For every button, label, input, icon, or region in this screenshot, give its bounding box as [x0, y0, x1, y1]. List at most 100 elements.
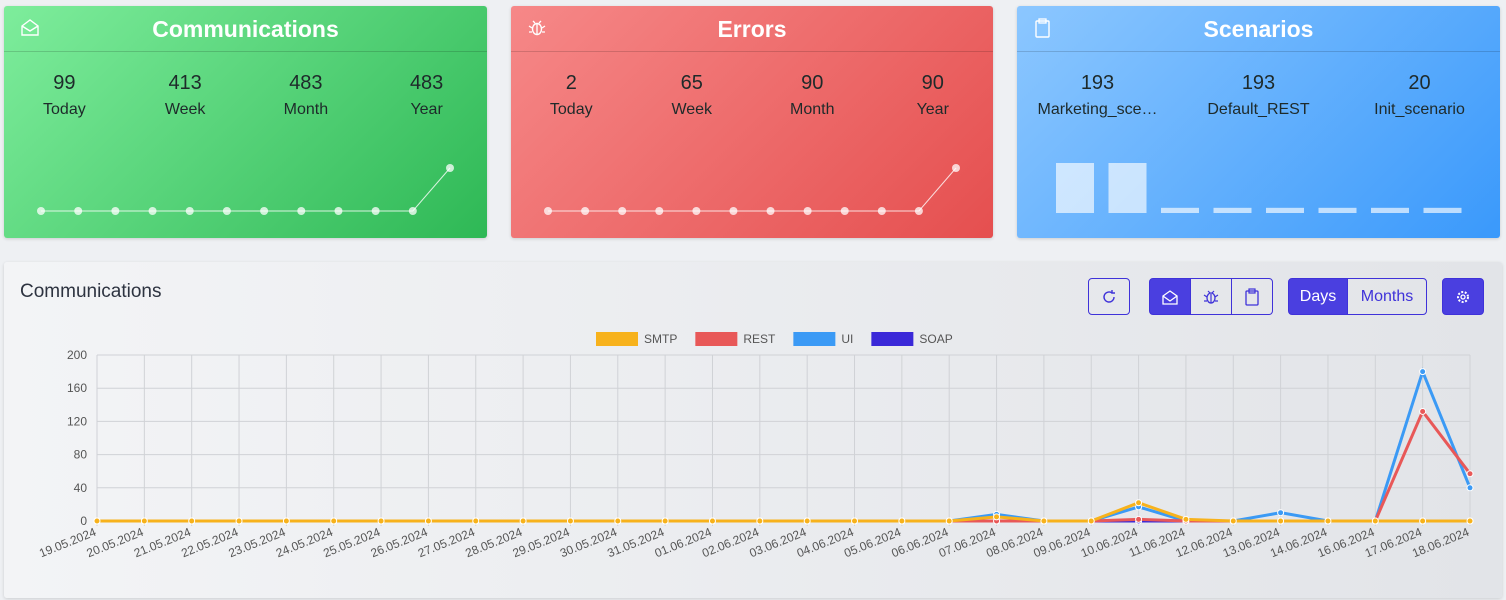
y-tick-label: 40: [74, 481, 88, 495]
stat-value: 20: [1408, 72, 1431, 94]
stat-label: Default_REST: [1207, 101, 1310, 118]
chart-panel: Communications Days Months 0 40 80 120 160 20…: [4, 262, 1502, 598]
stat-label: Year: [916, 101, 949, 118]
mini-chart: [1056, 163, 1462, 213]
months-button[interactable]: Months: [1347, 278, 1427, 315]
data-point: [93, 517, 101, 525]
settings-button[interactable]: [1442, 278, 1484, 315]
legend-label: SMTP: [644, 332, 677, 346]
communications-toggle[interactable]: [1149, 278, 1191, 315]
data-point: [282, 517, 290, 525]
refresh-button[interactable]: [1088, 278, 1130, 315]
card: Communications 99 Today 413 Week 483 Month 483 Y…: [4, 6, 487, 238]
stat-value: 483: [289, 72, 323, 94]
stat-label: Marketing_sce…: [1037, 101, 1158, 118]
card: Errors 2 Today 65 Week 90 Month 90 Year: [511, 6, 993, 238]
data-point: [330, 517, 338, 525]
data-point: [898, 517, 906, 525]
mini-bar: [1371, 207, 1409, 213]
series-line: [97, 501, 1470, 523]
legend-swatch: [695, 332, 738, 346]
stat: 90 Month: [752, 72, 872, 119]
spark-point: [766, 207, 775, 215]
legend-swatch: [596, 332, 638, 346]
stat-value: 483: [409, 72, 444, 94]
legend-swatch: [871, 332, 914, 346]
spark-point: [222, 207, 231, 215]
data-point: [1466, 484, 1474, 492]
stat: 483 Year: [367, 72, 487, 119]
spark-point: [371, 207, 380, 215]
spark-point: [297, 207, 306, 215]
line-chart: 0408012016020019.05.202420.05.202421.05.…: [37, 332, 1474, 560]
data-point: [756, 517, 764, 525]
mini-chart: [37, 164, 454, 215]
days-button[interactable]: Days: [1288, 278, 1348, 315]
spark-point: [840, 207, 849, 215]
stat: 483 Month: [246, 72, 366, 119]
scenarios-toggle[interactable]: [1231, 278, 1273, 315]
stat-label: Month: [790, 101, 835, 118]
data-point: [1277, 517, 1285, 525]
spark-point: [74, 207, 83, 215]
mini-bar: [1056, 163, 1094, 213]
stat-label: Week: [671, 101, 713, 118]
mini-bar: [1108, 163, 1147, 213]
spark-point: [37, 207, 45, 215]
data-point: [803, 517, 811, 525]
data-point: [1229, 517, 1237, 525]
series-line: [97, 367, 1472, 523]
data-point: [661, 517, 669, 525]
data-point: [1371, 517, 1379, 525]
spark-point: [581, 207, 590, 215]
data-point: [519, 517, 527, 525]
spark-point: [260, 207, 269, 215]
spark-point: [655, 207, 664, 215]
stat-value: 193: [1080, 72, 1115, 94]
data-point: [1419, 407, 1427, 415]
stat-value: 193: [1241, 72, 1276, 94]
stat-value: 2: [565, 72, 577, 94]
sparkline: [548, 167, 957, 212]
mini-bar: [1318, 207, 1357, 213]
mini-bar: [1161, 207, 1199, 213]
spark-point: [803, 207, 812, 215]
spark-point: [544, 207, 552, 215]
card-title: Communications: [4, 6, 487, 52]
spark-point: [148, 207, 157, 215]
stat: 99 Today: [4, 72, 124, 119]
legend-label: UI: [841, 332, 853, 346]
data-point: [1419, 368, 1427, 376]
y-tick-label: 200: [67, 348, 87, 362]
mini-bar: [1423, 207, 1462, 213]
card: Scenarios 193 Marketing_sce… 193 Default_RES…: [1017, 6, 1500, 238]
data-point: [566, 517, 574, 525]
data-point: [1466, 470, 1474, 478]
data-point: [235, 517, 243, 525]
spark-point: [729, 207, 738, 215]
spark-point: [111, 207, 120, 215]
spark-point: [334, 207, 343, 215]
stats: 99 Today 413 Week 483 Month 483 Year: [4, 72, 487, 119]
spark-point: [446, 164, 454, 172]
data-point: [1135, 515, 1143, 523]
data-point: [1419, 517, 1427, 525]
stat-value: 99: [53, 72, 76, 94]
stat: 65 Week: [632, 72, 752, 119]
stat: 193 Marketing_sce…: [1038, 72, 1158, 119]
data-point: [1087, 517, 1095, 525]
stat: 193 Default_REST: [1199, 72, 1319, 119]
data-point: [851, 517, 859, 525]
card-title: Errors: [511, 6, 993, 52]
stat-label: Today: [43, 101, 86, 118]
y-tick-label: 0: [80, 514, 87, 528]
stat-value: 413: [168, 72, 202, 94]
stat-value: 65: [680, 72, 703, 94]
spark-point: [185, 207, 194, 215]
mini-chart: [544, 164, 960, 215]
mini-bar: [1266, 207, 1304, 213]
data-point: [993, 513, 1001, 521]
panel-title: Communications: [20, 281, 162, 302]
data-point: [1466, 517, 1474, 525]
